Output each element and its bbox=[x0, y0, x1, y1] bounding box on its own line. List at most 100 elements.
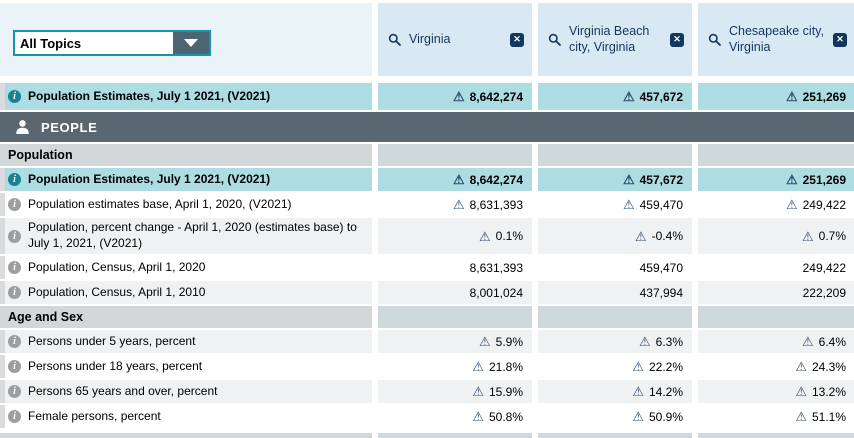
value: 457,672 bbox=[639, 172, 683, 187]
warning-icon[interactable]: ⚠ bbox=[801, 334, 814, 349]
row-label: Persons under 18 years, percent bbox=[28, 358, 203, 373]
value-cell: ⚠ 22.2% bbox=[538, 355, 692, 378]
value-cell: ⚠ 24.3% bbox=[698, 355, 854, 378]
info-icon[interactable]: i bbox=[8, 335, 21, 348]
warning-icon[interactable]: ⚠ bbox=[452, 89, 465, 104]
info-icon[interactable]: i bbox=[8, 410, 21, 423]
geo-column-header-chesapeake[interactable]: Chesapeake city, Virginia ✕ bbox=[698, 3, 854, 76]
info-icon[interactable]: i bbox=[8, 360, 21, 373]
info-icon[interactable]: i bbox=[8, 385, 21, 398]
warning-icon[interactable]: ⚠ bbox=[638, 334, 651, 349]
warning-icon[interactable]: ⚠ bbox=[622, 172, 635, 187]
warning-icon[interactable]: ⚠ bbox=[472, 409, 484, 424]
value-cell: 8,001,024 bbox=[378, 281, 532, 304]
value-cell: ⚠ 8,642,274 bbox=[378, 168, 532, 191]
row-label: Persons under 5 years, percent bbox=[28, 333, 196, 348]
value-cell: ⚠ 15.9% bbox=[378, 380, 532, 403]
value: 50.8% bbox=[488, 409, 523, 424]
value-cell: ⚠ 5.9% bbox=[378, 330, 532, 353]
value: 22.2% bbox=[648, 359, 683, 374]
value-cell: ⚠ 8,642,274 bbox=[378, 83, 532, 110]
topic-filter-cell: All Topics bbox=[0, 3, 372, 76]
value: 5.9% bbox=[495, 334, 523, 349]
close-icon[interactable]: ✕ bbox=[670, 32, 684, 47]
warning-icon[interactable]: ⚠ bbox=[622, 89, 635, 104]
table-row: i Population Estimates, July 1 2021, (V2… bbox=[0, 168, 854, 191]
warning-icon[interactable]: ⚠ bbox=[785, 89, 798, 104]
table-row: i Population, percent change - April 1, … bbox=[0, 218, 854, 254]
warning-icon[interactable]: ⚠ bbox=[785, 197, 798, 212]
warning-icon[interactable]: ⚠ bbox=[801, 228, 814, 244]
warning-icon[interactable]: ⚠ bbox=[795, 359, 807, 374]
warning-icon[interactable]: ⚠ bbox=[795, 384, 807, 399]
section-title: Age and Sex bbox=[8, 310, 84, 324]
warning-icon[interactable]: ⚠ bbox=[472, 384, 484, 399]
warning-icon[interactable]: ⚠ bbox=[478, 334, 491, 349]
value-cell: ⚠ 457,672 bbox=[538, 168, 692, 191]
category-bar-people[interactable]: PEOPLE bbox=[0, 112, 854, 142]
info-icon[interactable]: i bbox=[8, 261, 21, 274]
info-icon[interactable]: i bbox=[8, 198, 21, 211]
value: 15.9% bbox=[488, 384, 523, 399]
warning-icon[interactable]: ⚠ bbox=[634, 228, 647, 244]
table-row: i Persons 65 years and over, percent ⚠ 15… bbox=[0, 380, 854, 403]
value: 24.3% bbox=[811, 359, 846, 374]
dropdown-arrow-icon[interactable] bbox=[173, 32, 209, 54]
row-label: Persons 65 years and over, percent bbox=[28, 383, 218, 398]
value: 8,631,393 bbox=[469, 260, 523, 275]
value-cell: 249,422 bbox=[698, 256, 854, 279]
value-cell: ⚠ 21.8% bbox=[378, 355, 532, 378]
value-cell: ⚠ 50.9% bbox=[538, 405, 692, 428]
value: 457,672 bbox=[639, 89, 683, 104]
info-icon[interactable]: i bbox=[8, 229, 21, 243]
warning-icon[interactable]: ⚠ bbox=[632, 409, 644, 424]
geo-column-label: Chesapeake city, Virginia bbox=[729, 23, 824, 54]
category-bar-label: PEOPLE bbox=[41, 119, 98, 135]
topic-filter-value: All Topics bbox=[20, 35, 82, 51]
value: 459,470 bbox=[639, 197, 683, 212]
value-cell: 459,470 bbox=[538, 256, 692, 279]
warning-icon[interactable]: ⚠ bbox=[622, 197, 635, 212]
value: 437,994 bbox=[639, 285, 683, 300]
geo-column-header-virginia-beach[interactable]: Virginia Beach city, Virginia ✕ bbox=[538, 3, 692, 76]
warning-icon[interactable]: ⚠ bbox=[452, 172, 465, 187]
table-row: i Persons under 18 years, percent ⚠ 21.8%… bbox=[0, 355, 854, 378]
table-row: i Female persons, percent ⚠ 50.8% ⚠ 50.9% … bbox=[0, 405, 854, 428]
value: 251,269 bbox=[802, 89, 846, 104]
warning-icon[interactable]: ⚠ bbox=[452, 197, 465, 212]
warning-icon[interactable]: ⚠ bbox=[632, 384, 644, 399]
value-cell: 437,994 bbox=[538, 281, 692, 304]
value-cell: ⚠ 13.2% bbox=[698, 380, 854, 403]
info-icon[interactable]: i bbox=[8, 173, 21, 186]
value-cell: ⚠ -0.4% bbox=[538, 218, 692, 254]
warning-icon[interactable]: ⚠ bbox=[632, 359, 644, 374]
warning-icon[interactable]: ⚠ bbox=[478, 228, 491, 244]
value-cell: 222,209 bbox=[698, 281, 854, 304]
value-cell: ⚠ 251,269 bbox=[698, 168, 854, 191]
table-row: i Persons under 5 years, percent ⚠ 5.9% ⚠… bbox=[0, 330, 854, 353]
row-label: Female persons, percent bbox=[28, 408, 161, 423]
warning-icon[interactable]: ⚠ bbox=[785, 172, 798, 187]
close-icon[interactable]: ✕ bbox=[833, 32, 847, 47]
value: 8,001,024 bbox=[469, 285, 523, 300]
table-header: All Topics Virginia ✕ Virginia Beach cit… bbox=[0, 3, 854, 76]
value-cell: ⚠ 251,269 bbox=[698, 83, 854, 110]
table-row: i Population, Census, April 1, 2020 8,63… bbox=[0, 256, 854, 279]
warning-icon[interactable]: ⚠ bbox=[472, 359, 484, 374]
info-icon[interactable]: i bbox=[8, 286, 21, 299]
value: 6.4% bbox=[818, 334, 846, 349]
warning-icon[interactable]: ⚠ bbox=[795, 409, 807, 424]
value-cell: ⚠ 6.3% bbox=[538, 330, 692, 353]
person-icon bbox=[14, 119, 31, 135]
close-icon[interactable]: ✕ bbox=[510, 32, 524, 47]
value: 51.1% bbox=[811, 409, 846, 424]
geo-column-header-virginia[interactable]: Virginia ✕ bbox=[378, 3, 532, 76]
topic-filter-dropdown[interactable]: All Topics bbox=[13, 30, 211, 56]
geo-column-label: Virginia Beach city, Virginia bbox=[569, 23, 650, 54]
value: 0.1% bbox=[495, 229, 523, 243]
info-icon[interactable]: i bbox=[8, 90, 21, 103]
value: 0.7% bbox=[818, 229, 846, 243]
search-icon bbox=[388, 33, 401, 46]
table-row: i Population estimates base, April 1, 20… bbox=[0, 193, 854, 216]
row-label: Population Estimates, July 1 2021, (V202… bbox=[28, 171, 271, 186]
